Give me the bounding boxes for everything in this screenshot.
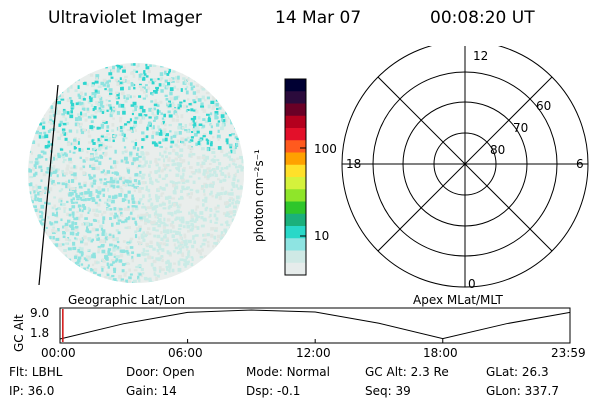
lat-label-80: 80	[490, 143, 505, 157]
mlt-label-0: 0	[468, 277, 476, 291]
timeline-frame	[59, 307, 571, 344]
colorbar-tick-100: 100	[314, 142, 337, 156]
timeline-y-tick-min: 1.8	[30, 326, 50, 340]
header-date: 14 Mar 07	[275, 8, 362, 28]
status-flt: Flt: LBHL	[9, 365, 63, 379]
status-ip: IP: 36.0	[9, 384, 55, 398]
colorbar-unit-label: photon cm⁻²s⁻¹	[252, 149, 266, 242]
status-mode: Mode: Normal	[246, 365, 330, 379]
altitude-curve	[59, 309, 571, 340]
x-tick-0600: 06:00	[168, 346, 203, 360]
auroral-image	[28, 63, 244, 286]
x-tick-1200: 12:00	[296, 346, 331, 360]
status-door: Door: Open	[126, 365, 195, 379]
timeline-y-label: GC Alt	[12, 314, 26, 352]
status-dsp: Dsp: -0.1	[246, 384, 301, 398]
mlt-label-12: 12	[473, 49, 488, 63]
colorbar-tick-10: 10	[314, 229, 330, 243]
header-time: 00:08:20 UT	[430, 8, 535, 28]
timeline-left-caption: Geographic Lat/Lon	[68, 293, 186, 307]
timeline-right-caption: Apex MLat/MLT	[413, 293, 503, 307]
mlt-label-6: 6	[576, 157, 584, 171]
app-title: Ultraviolet Imager	[48, 8, 202, 28]
status-gc-alt: GC Alt: 2.3 Re	[365, 365, 449, 379]
altitude-timeline	[59, 307, 571, 344]
color-bar	[284, 78, 307, 276]
terminator-line	[38, 84, 59, 286]
status-gain: Gain: 14	[126, 384, 177, 398]
timeline-y-tick-max: 9.0	[30, 306, 50, 320]
x-tick-0000: 00:00	[41, 346, 76, 360]
status-glon: GLon: 337.7	[486, 384, 559, 398]
status-seq: Seq: 39	[365, 384, 411, 398]
lat-label-60: 60	[536, 99, 551, 113]
status-glat: GLat: 26.3	[486, 365, 549, 379]
x-tick-1800: 18:00	[423, 346, 458, 360]
x-tick-2359: 23:59	[551, 346, 586, 360]
lat-label-70: 70	[513, 121, 528, 135]
mlt-label-18: 18	[346, 157, 361, 171]
polar-grid: 12 18 6 0 60 70 80	[341, 46, 589, 291]
